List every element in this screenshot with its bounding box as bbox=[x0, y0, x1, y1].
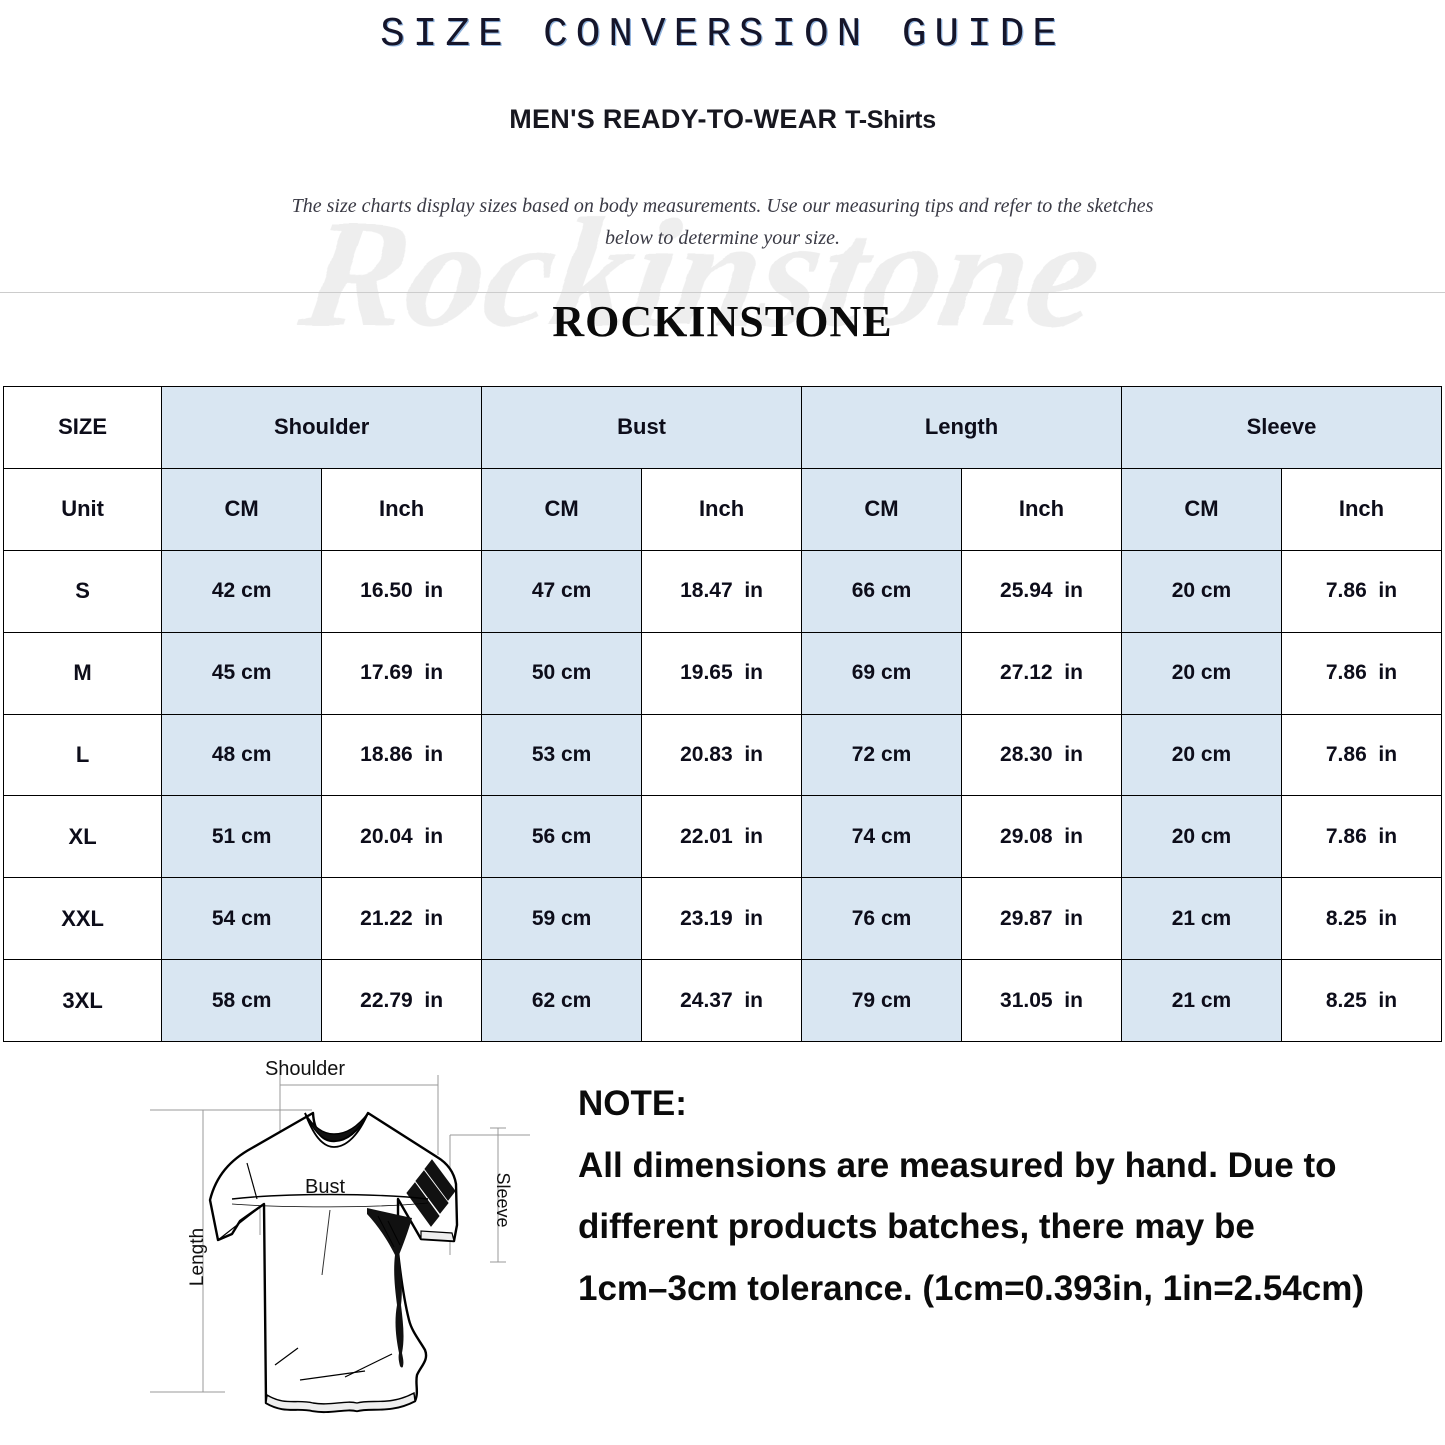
svg-text:Shoulder: Shoulder bbox=[265, 1058, 345, 1080]
svg-text:Bust: Bust bbox=[305, 1176, 345, 1198]
svg-text:Length: Length bbox=[187, 1228, 208, 1286]
svg-text:Sleeve: Sleeve bbox=[493, 1172, 513, 1227]
